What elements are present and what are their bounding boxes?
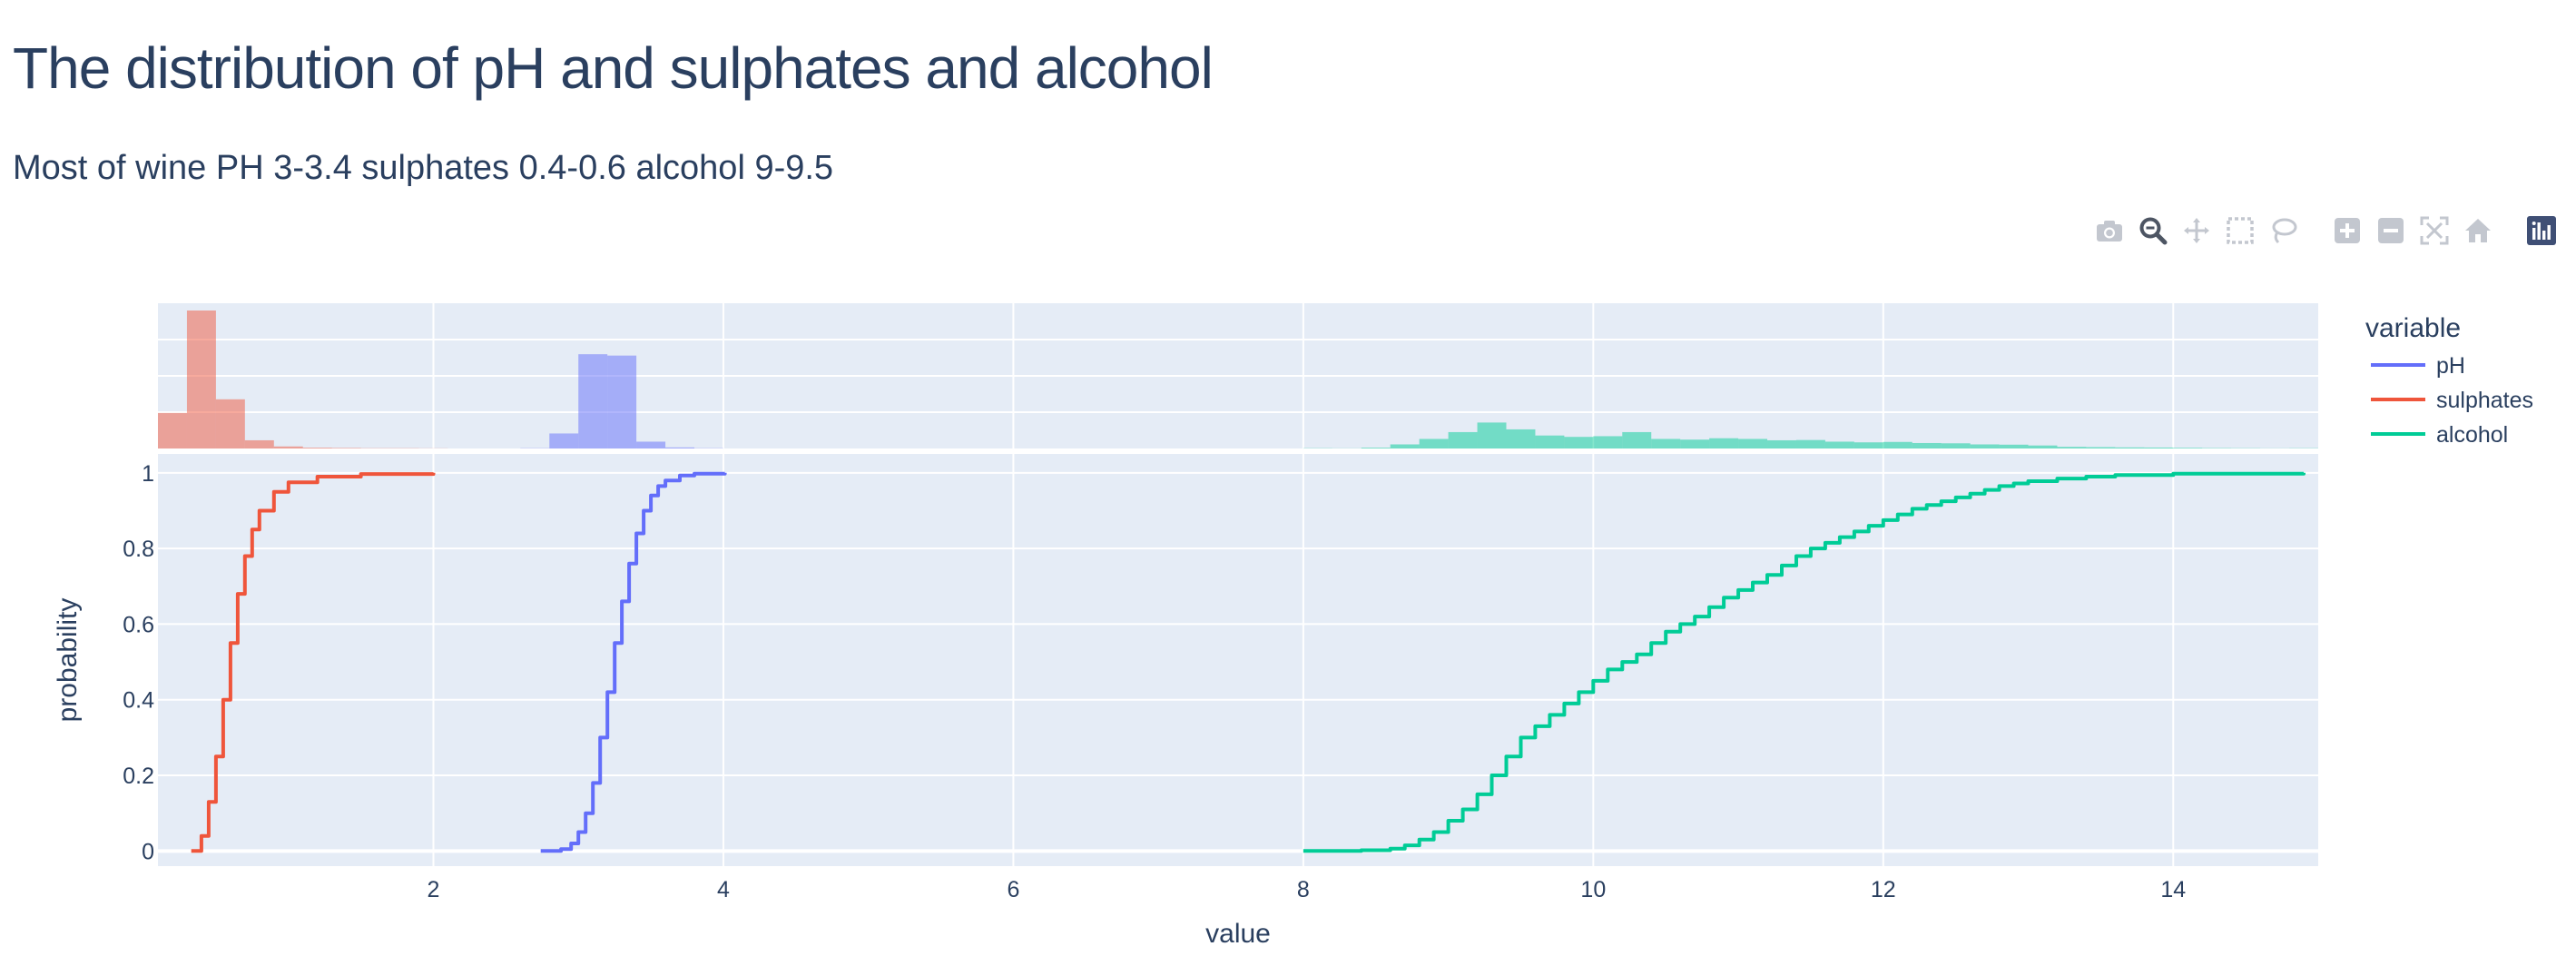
chart-subtitle: Most of wine PH 3-3.4 sulphates 0.4-0.6 …: [13, 149, 834, 187]
histogram-bar-alcohol: [1767, 439, 1796, 448]
legend-item-pH[interactable]: pH: [2371, 353, 2465, 379]
histogram-bar-alcohol: [1622, 431, 1652, 448]
ecdf-line-pH[interactable]: [540, 471, 727, 853]
main-plot-area: [158, 454, 2318, 866]
histogram-bar-sulphates: [244, 439, 274, 448]
marginal-gridlines: [158, 303, 2318, 448]
zoom-in-icon[interactable]: [2325, 209, 2369, 252]
x-tick-label: 8: [1297, 877, 1310, 902]
modebar: [2088, 209, 2563, 252]
legend-label: sulphates: [2436, 388, 2533, 413]
legend-item-sulphates[interactable]: sulphates: [2371, 388, 2533, 413]
plotly-logo-icon[interactable]: [2520, 209, 2563, 252]
histogram-bar-alcohol: [1564, 437, 1594, 448]
y-tick-label: 0: [142, 839, 154, 864]
y-tick-labels: 0 0.2 0.4 0.6 0.8 1: [123, 461, 154, 865]
histogram-bar-sulphates: [273, 446, 303, 448]
histogram-bar-alcohol: [1390, 444, 1420, 448]
zoom-out-icon[interactable]: [2369, 209, 2413, 252]
x-axis-label: value: [1205, 919, 1271, 949]
histogram-bar-pH: [607, 355, 637, 448]
camera-icon[interactable]: [2088, 209, 2131, 252]
ecdf-lines: [191, 471, 2306, 853]
x-tick-label: 2: [428, 877, 440, 902]
histogram-bar-alcohol: [1738, 439, 1768, 448]
histogram-bar-alcohol: [1709, 438, 1739, 448]
lasso-select-icon[interactable]: [2262, 209, 2306, 252]
histogram-bar-alcohol: [2028, 445, 2058, 448]
ecdf-line-sulphates[interactable]: [191, 472, 436, 853]
histogram-bar-alcohol: [1593, 436, 1623, 448]
legend-title: variable: [2365, 313, 2461, 343]
histogram-bar-alcohol: [1535, 435, 1565, 448]
main-gridlines: [158, 454, 2318, 866]
histogram-bar-alcohol: [2057, 447, 2087, 448]
histogram-bar-alcohol: [1941, 443, 1971, 448]
histogram-bar-alcohol: [1506, 429, 1536, 448]
histogram-bar-alcohol: [1883, 441, 1912, 448]
histogram-bar-sulphates: [215, 399, 245, 448]
histogram-bar-alcohol: [1824, 441, 1854, 448]
y-axis-label: probability: [53, 598, 83, 723]
legend-label: pH: [2436, 353, 2465, 379]
histogram-bar-alcohol: [1970, 444, 2000, 448]
histogram-bar-pH: [578, 354, 608, 448]
histogram-bar-alcohol: [1477, 422, 1507, 448]
histogram-bar-alcohol: [1419, 439, 1449, 448]
y-tick-label: 0.2: [123, 764, 154, 789]
y-tick-label: 0.8: [123, 537, 154, 562]
legend-item-alcohol[interactable]: alcohol: [2371, 422, 2508, 448]
legend-label: alcohol: [2436, 422, 2508, 448]
y-tick-label: 1: [142, 461, 154, 487]
x-tick-label: 6: [1007, 877, 1019, 902]
pan-icon[interactable]: [2175, 209, 2218, 252]
autoscale-icon[interactable]: [2413, 209, 2456, 252]
histogram-bar-alcohol: [1853, 442, 1883, 448]
chart-title: The distribution of pH and sulphates and…: [13, 35, 1214, 101]
ecdf-line-alcohol[interactable]: [1303, 471, 2306, 853]
x-tick-labels: 2 4 6 8 10 12 14: [428, 877, 2187, 902]
x-tick-label: 14: [2160, 877, 2186, 902]
box-select-icon[interactable]: [2218, 209, 2262, 252]
histogram-bar-pH: [636, 441, 666, 448]
marginal-histograms: [158, 310, 2318, 448]
histogram-bar-alcohol: [1680, 439, 1710, 448]
y-tick-label: 0.6: [123, 612, 154, 637]
histogram-bar-alcohol: [1999, 444, 2029, 448]
histogram-bar-alcohol: [1651, 439, 1681, 448]
histogram-bar-sulphates: [186, 310, 216, 448]
histogram-bar-alcohol: [1912, 442, 1942, 448]
y-tick-label: 0.4: [123, 688, 154, 714]
x-tick-label: 12: [1871, 877, 1896, 902]
histogram-bar-alcohol: [1448, 431, 1478, 448]
histogram-bar-sulphates: [158, 412, 187, 448]
reset-axes-icon[interactable]: [2456, 209, 2500, 252]
zoom-icon[interactable]: [2131, 209, 2175, 252]
histogram-bar-alcohol: [2086, 447, 2116, 448]
x-tick-label: 4: [717, 877, 730, 902]
histogram-bar-pH: [549, 433, 579, 448]
histogram-bar-alcohol: [1795, 439, 1825, 448]
legend: variable pH sulphates alcohol: [2365, 313, 2533, 448]
x-tick-label: 10: [1580, 877, 1606, 902]
